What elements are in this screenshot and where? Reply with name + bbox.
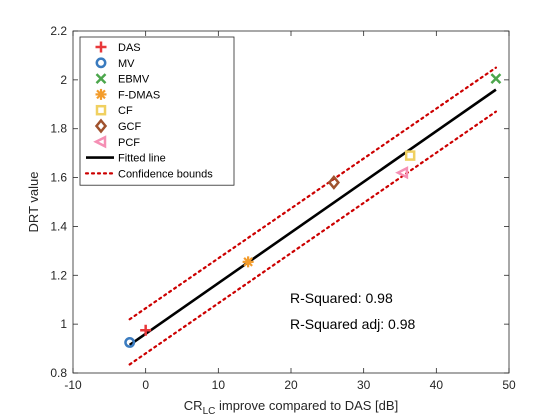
- data-point-pcf: [395, 166, 409, 180]
- y-tick-label: 2: [60, 73, 67, 87]
- data-point-f-dmas: [242, 256, 254, 268]
- y-tick-label: 1.2: [50, 268, 67, 282]
- confidence-bound-upper: [128, 66, 498, 321]
- x-axis-label-prefix: CR: [184, 398, 203, 413]
- x-tick-label: 20: [284, 378, 298, 392]
- x-tick-label: 0: [142, 378, 149, 392]
- x-tick-label: 40: [430, 378, 444, 392]
- legend-label: Fitted line: [118, 153, 166, 165]
- y-tick-label: 0.8: [50, 366, 67, 380]
- legend-marker-ebmv: [95, 73, 107, 84]
- legend-marker-mv: [95, 57, 107, 69]
- data-point-das: [140, 324, 152, 336]
- y-tick-label: 1.4: [50, 219, 67, 233]
- y-tick-label: 2.2: [50, 24, 67, 38]
- legend-marker-f-dmas: [95, 88, 107, 100]
- legend-label: PCF: [118, 137, 140, 149]
- legend-marker-cf: [95, 104, 107, 116]
- legend-marker-pcf: [93, 135, 107, 149]
- x-tick-label: -10: [64, 378, 82, 392]
- y-tick-label: 1.8: [50, 122, 67, 136]
- legend-label: CF: [118, 105, 133, 117]
- legend-label: GCF: [118, 121, 142, 133]
- x-tick-label: 30: [357, 378, 371, 392]
- x-axis-label-subscript: LC: [203, 406, 216, 417]
- data-point-gcf: [327, 174, 340, 190]
- confidence-bound-lower: [128, 110, 498, 366]
- x-tick-label: 10: [212, 378, 226, 392]
- legend-label: Confidence bounds: [118, 168, 213, 180]
- fitted-line: [128, 88, 497, 346]
- legend-label: MV: [118, 58, 135, 70]
- r-squared-annotation: R-Squared: 0.98: [290, 290, 393, 306]
- x-tick-label: 50: [502, 378, 516, 392]
- x-axis-label: CRLC improve compared to DAS [dB]: [184, 398, 398, 417]
- legend-label: EBMV: [118, 74, 150, 86]
- y-tick-label: 1: [60, 317, 67, 331]
- y-axis-label: DRT value: [26, 172, 41, 233]
- x-axis-label-suffix: improve compared to DAS [dB]: [215, 398, 398, 413]
- legend-label: F-DMAS: [118, 89, 160, 101]
- legend-marker-gcf: [94, 118, 108, 134]
- data-point-cf: [404, 150, 416, 161]
- y-tick-label: 1.6: [50, 171, 67, 185]
- legend-label: DAS: [118, 42, 141, 54]
- data-point-ebmv: [490, 73, 502, 85]
- data-point-mv: [124, 337, 136, 348]
- r-squared-adj-annotation: R-Squared adj: 0.98: [290, 316, 416, 332]
- legend-marker-das: [95, 41, 107, 53]
